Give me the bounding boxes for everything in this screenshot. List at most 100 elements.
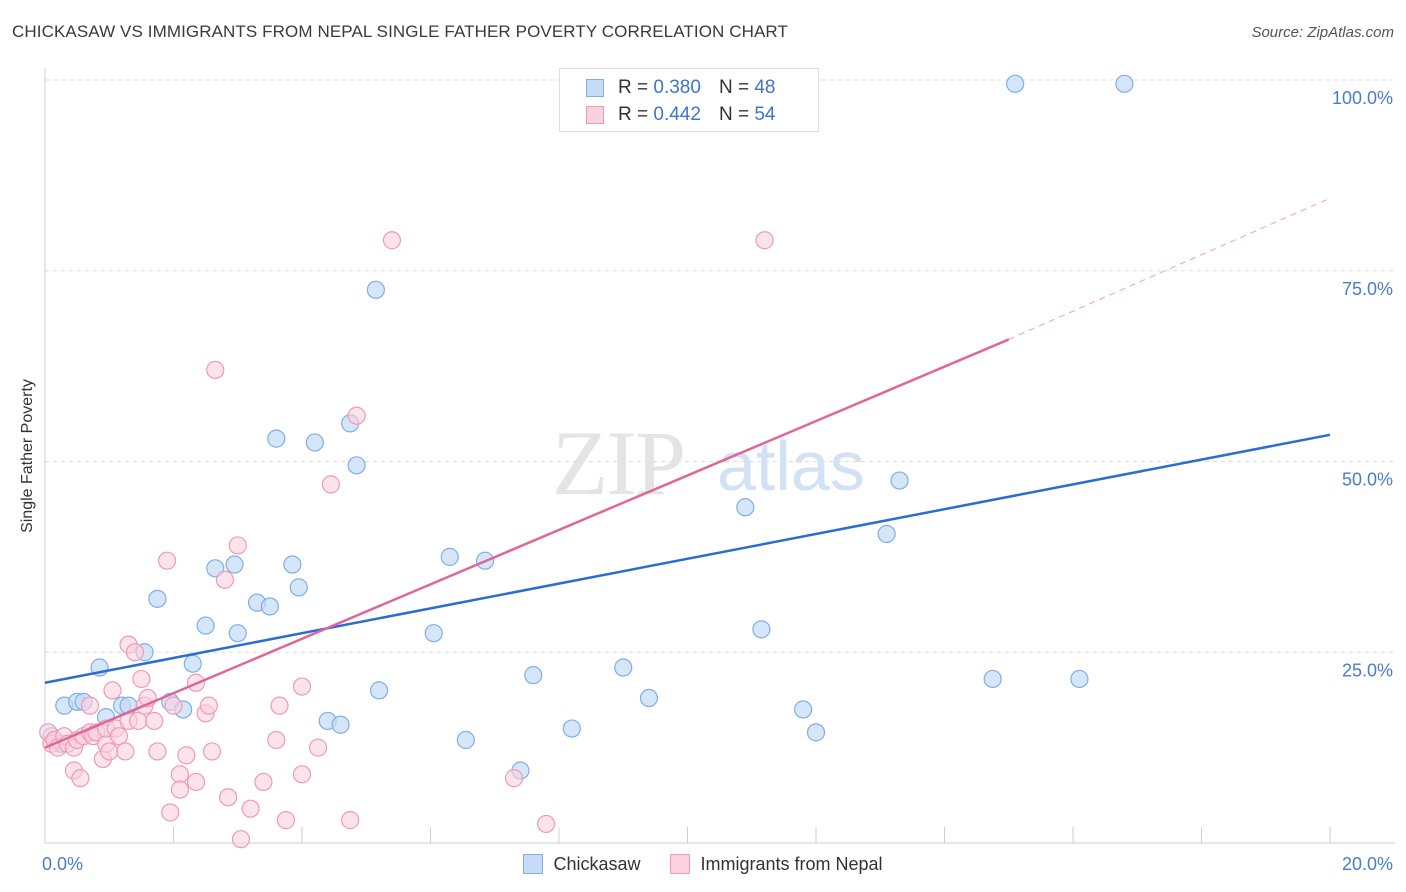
data-point-chickasaw bbox=[1070, 669, 1089, 689]
data-point-chickasaw bbox=[347, 456, 366, 475]
data-point-nepal bbox=[241, 799, 260, 818]
data-point-chickasaw bbox=[890, 471, 909, 490]
legend-swatch-chickasaw bbox=[523, 854, 544, 874]
data-point-nepal bbox=[215, 570, 234, 589]
legend-r-value: 0.442 bbox=[653, 104, 701, 125]
data-point-nepal bbox=[537, 814, 556, 834]
data-point-nepal bbox=[292, 765, 312, 784]
data-point-nepal bbox=[71, 769, 90, 788]
data-point-nepal bbox=[292, 677, 312, 696]
series-legend: Chickasaw Immigrants from Nepal bbox=[0, 852, 1406, 876]
legend-n-label: N = bbox=[718, 77, 750, 98]
data-point-chickasaw bbox=[366, 280, 385, 299]
data-point-chickasaw bbox=[289, 578, 308, 597]
trend-line-nepal-extension bbox=[1008, 197, 1331, 340]
source-note: Source: ZipAtlas.com bbox=[1251, 24, 1394, 41]
data-point-chickasaw bbox=[752, 620, 771, 639]
data-point-nepal bbox=[148, 742, 167, 761]
data-point-nepal bbox=[382, 231, 402, 250]
data-point-nepal bbox=[109, 727, 128, 746]
data-point-nepal bbox=[129, 711, 148, 731]
data-point-nepal bbox=[504, 769, 524, 788]
data-point-nepal bbox=[321, 475, 341, 494]
legend-row-nepal: R = 0.442 N = 54 bbox=[586, 103, 775, 127]
data-point-chickasaw bbox=[736, 498, 755, 517]
data-point-nepal bbox=[219, 788, 238, 807]
y-tick-label: 100.0% bbox=[1332, 88, 1393, 108]
data-point-nepal bbox=[755, 231, 774, 250]
data-point-chickasaw bbox=[614, 658, 633, 677]
watermark-zip: ZIP bbox=[552, 412, 684, 514]
data-point-nepal bbox=[145, 711, 164, 731]
data-point-nepal bbox=[170, 765, 190, 784]
gridlines bbox=[45, 79, 1395, 653]
data-point-chickasaw bbox=[260, 597, 279, 616]
legend-item-chickasaw[interactable]: Chickasaw bbox=[523, 854, 640, 875]
data-point-chickasaw bbox=[148, 589, 167, 608]
data-point-nepal bbox=[103, 681, 122, 700]
data-point-chickasaw bbox=[983, 669, 1002, 689]
legend-r-value: 0.380 bbox=[653, 77, 701, 98]
legend-swatch-nepal bbox=[670, 854, 691, 874]
legend-n-value: 48 bbox=[754, 77, 776, 98]
trend-line-chickasaw bbox=[44, 433, 1331, 684]
chart-title: CHICKASAW VS IMMIGRANTS FROM NEPAL SINGL… bbox=[12, 22, 788, 41]
data-point-nepal bbox=[186, 772, 206, 792]
y-tick-label: 50.0% bbox=[1342, 470, 1393, 490]
watermark-atlas: atlas bbox=[717, 427, 865, 505]
data-point-chickasaw bbox=[877, 524, 896, 544]
data-point-chickasaw bbox=[424, 624, 443, 643]
data-point-nepal bbox=[254, 772, 273, 792]
data-point-nepal bbox=[164, 696, 183, 715]
data-point-chickasaw bbox=[562, 719, 581, 738]
data-point-nepal bbox=[267, 730, 286, 750]
data-point-chickasaw bbox=[1115, 74, 1134, 93]
data-point-nepal bbox=[132, 669, 151, 689]
data-point-chickasaw bbox=[440, 547, 459, 566]
data-point-chickasaw bbox=[267, 429, 286, 448]
data-point-chickasaw bbox=[456, 730, 475, 750]
legend-n-value: 54 bbox=[754, 104, 776, 125]
watermark: ZIP atlas bbox=[552, 412, 865, 514]
data-point-nepal bbox=[116, 742, 135, 761]
data-point-chickasaw bbox=[1006, 74, 1025, 93]
legend-r-label: R = bbox=[618, 77, 649, 98]
data-point-chickasaw bbox=[196, 616, 215, 635]
data-point-chickasaw bbox=[370, 681, 389, 700]
trend-line-nepal bbox=[44, 338, 1010, 749]
data-point-chickasaw bbox=[524, 666, 543, 685]
tick-labels: 100.0% 75.0% 50.0% 25.0% 0.0% 20.0% bbox=[42, 88, 1393, 874]
data-point-chickasaw bbox=[331, 715, 350, 734]
data-point-nepal bbox=[100, 742, 119, 761]
trend-lines bbox=[44, 197, 1331, 749]
legend-r-label: R = bbox=[618, 104, 649, 125]
y-tick-label: 25.0% bbox=[1342, 660, 1393, 680]
data-point-chickasaw bbox=[283, 555, 302, 574]
legend-item-nepal[interactable]: Immigrants from Nepal bbox=[670, 854, 883, 875]
data-point-chickasaw bbox=[305, 433, 324, 452]
data-point-nepal bbox=[206, 360, 225, 380]
data-point-nepal bbox=[170, 780, 190, 799]
data-point-nepal bbox=[80, 696, 100, 715]
y-tick-label: 75.0% bbox=[1342, 279, 1393, 299]
data-point-nepal bbox=[347, 406, 366, 425]
data-point-nepal bbox=[177, 746, 196, 765]
x-tick-label: 0.0% bbox=[42, 854, 83, 874]
data-point-chickasaw bbox=[225, 555, 244, 574]
legend-row-chickasaw: R = 0.380 N = 48 bbox=[586, 76, 775, 100]
axes bbox=[44, 68, 1395, 844]
data-point-nepal bbox=[161, 803, 180, 822]
legend-label-chickasaw: Chickasaw bbox=[553, 853, 641, 874]
stats-legend: R = 0.380 N = 48 R = 0.442 N = 54 bbox=[559, 68, 819, 132]
legend-swatch-chickasaw bbox=[586, 79, 604, 97]
data-point-chickasaw bbox=[228, 624, 247, 643]
data-point-chickasaw bbox=[183, 654, 202, 673]
data-point-nepal bbox=[202, 742, 222, 761]
legend-n-label: N = bbox=[718, 104, 750, 125]
data-point-nepal bbox=[270, 696, 289, 715]
nepal-points bbox=[39, 231, 774, 849]
data-point-nepal bbox=[125, 643, 145, 662]
data-point-nepal bbox=[231, 830, 251, 849]
data-point-nepal bbox=[308, 738, 328, 757]
